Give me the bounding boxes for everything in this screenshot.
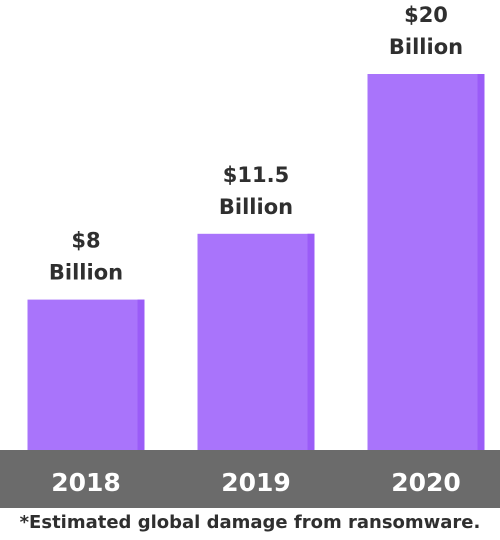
x-tick-labels-group: 2018 2019 2020: [51, 468, 461, 497]
x-tick-label: 2018: [51, 468, 121, 497]
x-tick-label: 2019: [221, 468, 291, 497]
x-axis-band: [0, 450, 500, 508]
value-labels-group: $8 Billion $11.5 Billion $20 Billion: [49, 3, 463, 285]
bar-edge-2018: [137, 299, 145, 450]
bar-edge-2020: [477, 74, 485, 450]
footnote: *Estimated global damage from ransomware…: [19, 512, 481, 533]
bar-value-unit-label: Billion: [49, 261, 123, 285]
bar-value-label: $11.5: [223, 163, 289, 187]
bar-edge-2019: [307, 233, 315, 450]
bar-2019: [197, 233, 315, 450]
bar-2018: [27, 299, 145, 450]
x-tick-label: 2020: [391, 468, 461, 497]
bars-group: [27, 74, 485, 450]
bar-value-label: $8: [71, 229, 100, 253]
bar-value-label: $20: [404, 3, 448, 27]
bar-2020: [367, 74, 485, 450]
bar-value-unit-label: Billion: [219, 195, 293, 219]
bar-value-unit-label: Billion: [389, 35, 463, 59]
